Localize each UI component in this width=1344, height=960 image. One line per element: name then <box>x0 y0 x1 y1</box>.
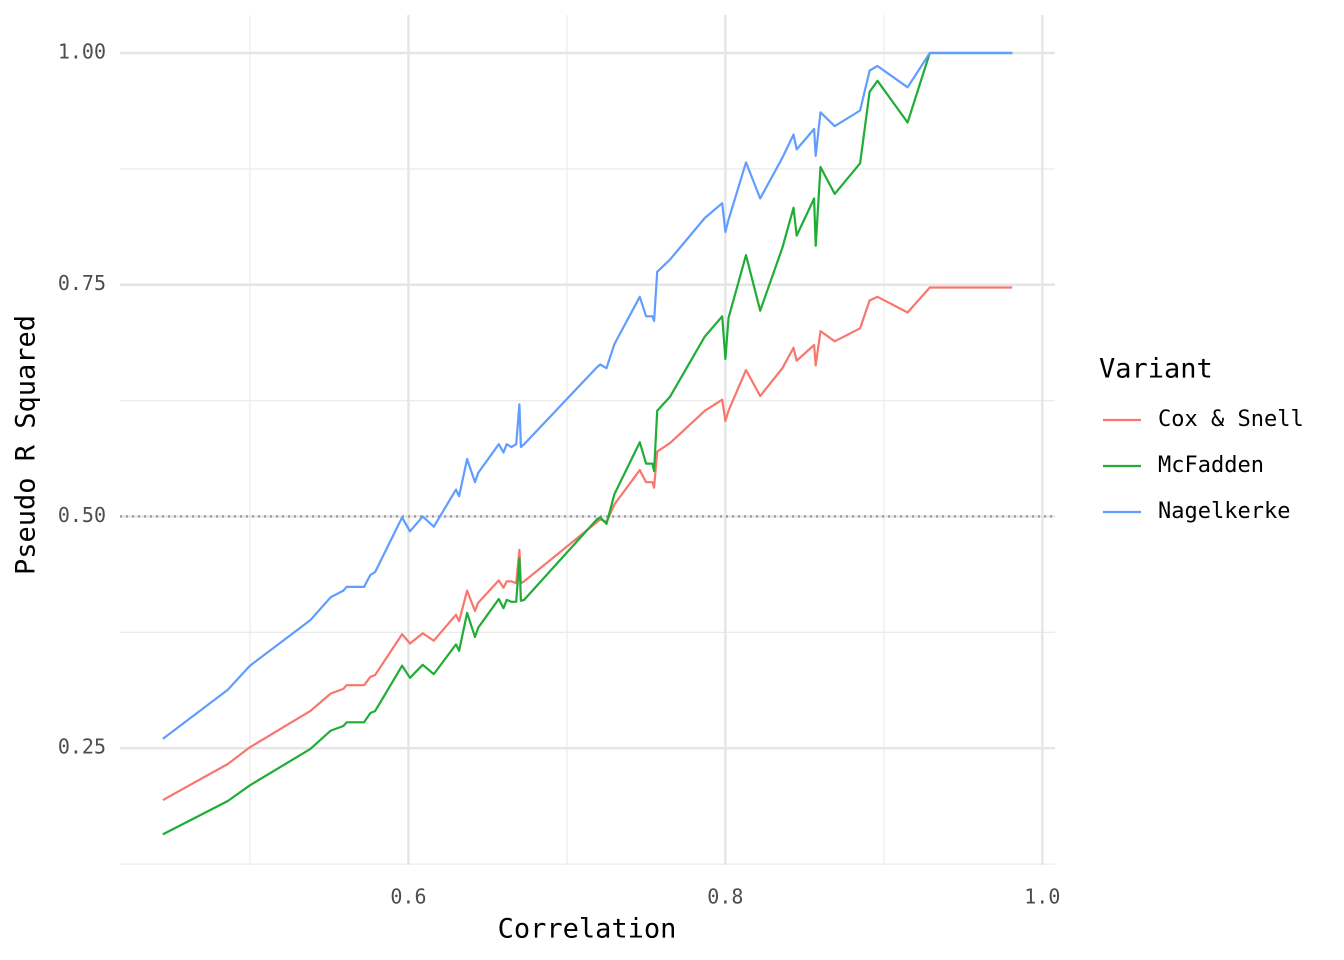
legend-title: Variant <box>1099 354 1213 385</box>
series-line <box>162 51 1013 836</box>
x-tick-label: 0.6 <box>390 885 426 909</box>
legend-label: McFadden <box>1158 453 1264 478</box>
x-tick-label: 0.8 <box>707 885 743 909</box>
legend-label: Nagelkerke <box>1158 499 1290 524</box>
series-line <box>162 51 1013 740</box>
series-line <box>162 286 1013 802</box>
x-tick-label: 1.0 <box>1024 885 1060 909</box>
y-axis-title: Pseudo R Squared <box>11 315 42 575</box>
y-tick-label: 0.25 <box>58 735 106 759</box>
x-axis-title: Correlation <box>498 914 677 945</box>
y-tick-label: 0.50 <box>58 503 106 527</box>
legend-label: Cox & Snell <box>1158 407 1304 432</box>
y-tick-label: 0.75 <box>58 271 106 295</box>
y-tick-label: 1.00 <box>58 40 106 64</box>
